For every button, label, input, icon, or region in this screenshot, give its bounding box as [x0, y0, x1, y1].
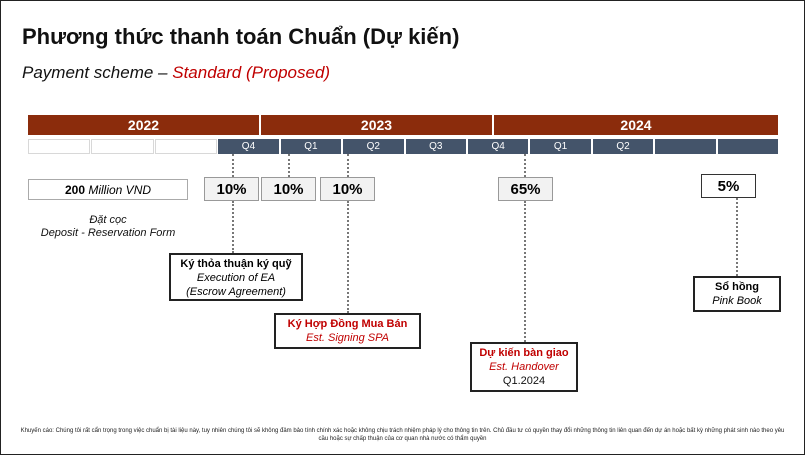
pinkbook-line1: Pink Book: [712, 295, 762, 307]
escrow-line2: (Escrow Agreement): [186, 286, 286, 298]
handover-line1: Est. Handover: [489, 361, 559, 373]
connector-line: [288, 154, 290, 177]
subtitle-prefix: Payment scheme –: [22, 63, 173, 82]
pinkbook-title: Sổ hồng: [715, 281, 759, 293]
milestone-spa: Ký Hợp Đồng Mua Bán Est. Signing SPA: [274, 313, 421, 349]
page-title: Phương thức thanh toán Chuẩn (Dự kiến): [22, 24, 460, 49]
connector-line: [524, 201, 526, 342]
deposit-label-en: Deposit - Reservation Form: [40, 227, 176, 239]
page-subtitle: Payment scheme – Standard (Proposed): [22, 63, 330, 83]
payment-percent-2: 10%: [261, 177, 316, 201]
disclaimer-text: Khuyến cáo: Chúng tôi rất cẩn trọng tron…: [20, 428, 785, 442]
spa-line1: Est. Signing SPA: [306, 332, 389, 344]
connector-line: [232, 201, 234, 253]
milestone-pinkbook: Sổ hồng Pink Book: [693, 276, 781, 312]
milestone-handover: Dự kiến bàn giao Est. Handover Q1.2024: [470, 342, 578, 392]
quarter-cell: [717, 139, 779, 154]
escrow-line1: Execution of EA: [196, 272, 276, 284]
deposit-unit: Million VND: [88, 183, 152, 197]
milestone-escrow: Ký thỏa thuận ký quỹ Execution of EA (Es…: [169, 253, 303, 301]
quarter-cell: Q2: [592, 139, 656, 154]
handover-title: Dự kiến bàn giao: [479, 347, 569, 359]
quarter-cell: Q2: [343, 139, 406, 154]
quarter-cell: Q1: [530, 139, 593, 154]
payment-percent-3: 10%: [320, 177, 375, 201]
connector-line: [232, 154, 234, 177]
quarter-cell: [655, 139, 718, 154]
quarter-cell: [28, 139, 91, 154]
subtitle-accent: Standard (Proposed): [172, 63, 331, 82]
quarter-cell: [154, 139, 218, 154]
deposit-note: Đặt cọc Deposit - Reservation Form: [28, 214, 188, 240]
connector-line: [347, 154, 349, 177]
year-2024: 2024: [494, 115, 778, 135]
deposit-amount-box: 200 Million VND: [28, 179, 188, 200]
connector-line: [347, 201, 349, 313]
year-2022: 2022: [28, 115, 261, 135]
payment-percent-1: 10%: [204, 177, 259, 201]
connector-line: [736, 198, 738, 276]
handover-line2: Q1.2024: [502, 375, 546, 387]
quarter-cell: Q4: [218, 139, 281, 154]
connector-line: [524, 154, 526, 177]
quarter-cell: Q4: [467, 139, 531, 154]
year-bar: 2022 2023 2024: [28, 115, 778, 135]
year-2023: 2023: [261, 115, 494, 135]
quarter-cell: Q1: [280, 139, 344, 154]
quarter-cell: [91, 139, 154, 154]
quarter-cell: Q3: [405, 139, 468, 154]
spa-title: Ký Hợp Đồng Mua Bán: [287, 318, 408, 330]
quarter-bar: Q4 Q1 Q2 Q3 Q4 Q1 Q2: [28, 139, 779, 154]
escrow-title: Ký thỏa thuận ký quỹ: [180, 258, 292, 270]
payment-percent-5: 5%: [701, 174, 756, 198]
deposit-amount: 200: [64, 183, 85, 197]
deposit-label-vi: Đặt cọc: [89, 214, 127, 226]
payment-percent-4: 65%: [498, 177, 553, 201]
